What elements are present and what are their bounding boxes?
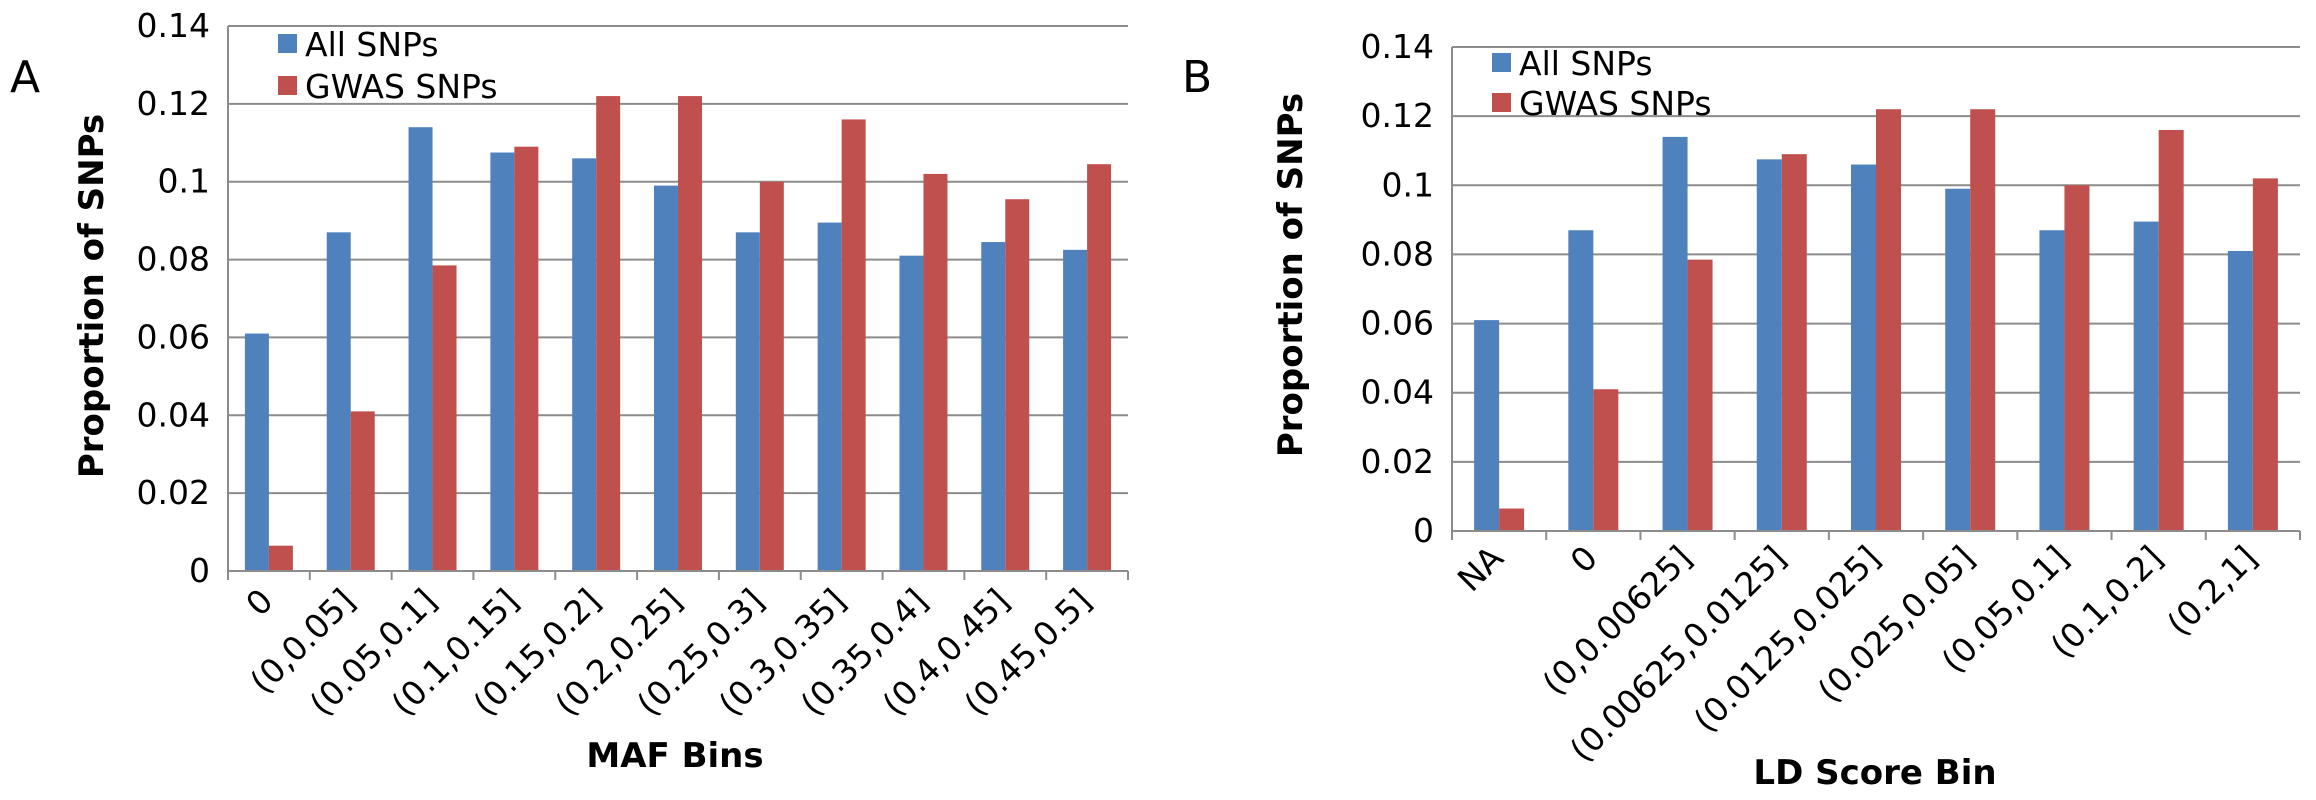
y-axis-title-b: Proportion of SNPs [1271,93,1311,457]
bar-all-snps [408,127,433,571]
y-tick-label: 0.1 [158,162,210,201]
panel-label-a: A [10,52,40,103]
bar-all-snps [1568,230,1594,531]
bar-all-snps [2039,230,2065,531]
bar-gwas-snps [514,146,539,571]
x-tick-label: 0 [238,581,280,623]
bar-all-snps [1945,188,1971,531]
x-axis-title-a: MAF Bins [586,736,763,776]
chart-panel-a: A 0 0.02 0.04 0.06 0.08 0.1 0.12 0.14 0(0,0.05]… [10,6,1129,776]
bar-all-snps [1756,159,1782,531]
panel-label-b: B [1182,52,1212,103]
bar-gwas-snps [678,96,702,572]
bar-all-snps [654,185,678,571]
y-tick-labels-b: 0 0.02 0.04 0.06 0.08 0.1 0.12 0.14 [1361,27,1434,550]
bar-gwas-snps [759,181,784,571]
legend-label-gwas-snps-a: GWAS SNPs [305,67,498,106]
y-tick-label: 0.12 [1361,96,1434,135]
y-tick-label: 0 [1413,511,1434,550]
bar-gwas-snps [2158,129,2184,531]
legend-a: All SNPs GWAS SNPs [278,25,498,106]
bar-all-snps [2133,221,2159,532]
bar-all-snps [735,232,760,572]
y-tick-label: 0.02 [137,473,210,512]
y-tick-label: 0.06 [1361,304,1434,343]
x-tick-label: NA [1450,538,1511,599]
bar-all-snps [2227,250,2253,531]
legend-label-all-snps-a: All SNPs [305,25,439,64]
y-tick-label: 0.04 [1361,373,1434,412]
y-tick-label: 0 [189,551,210,590]
bars-a [244,96,1112,572]
y-tick-label: 0.14 [137,6,210,45]
bar-gwas-snps [1087,164,1112,572]
x-tick-label: (0.2,1] [2159,538,2264,643]
x-tick-label: 0 [1563,538,1605,580]
y-tick-label: 0.14 [1361,27,1434,66]
bar-all-snps [1063,249,1088,571]
bar-gwas-snps [923,173,948,571]
bar-all-snps [326,232,351,572]
y-tick-label: 0.02 [1361,442,1434,481]
bar-all-snps [899,255,924,571]
y-tick-label: 0.1 [1382,165,1434,204]
bar-all-snps [1662,136,1688,531]
bar-gwas-snps [1970,109,1996,531]
bar-gwas-snps [2252,178,2278,531]
y-tick-label: 0.08 [1361,234,1434,273]
bars-b [1474,109,2278,532]
x-tick-labels-b: NA 0(0,0.00625](0.00625,0.0125](0.0125,0.… [1450,538,2265,770]
bar-gwas-snps [1499,508,1525,531]
y-axis-title-a: Proportion of SNPs [72,114,112,478]
bar-all-snps [817,222,842,571]
bar-gwas-snps [1005,199,1030,571]
bar-all-snps [244,333,269,571]
bar-gwas-snps [350,411,375,571]
bar-gwas-snps [596,96,621,572]
bar-gwas-snps [432,265,457,571]
axes-b [1451,47,2301,540]
bar-all-snps [981,242,1006,571]
bar-all-snps [1851,164,1876,532]
legend-swatch-gwas-snps-b [1492,93,1511,112]
bar-all-snps [1474,320,1500,531]
legend-swatch-all-snps-b [1492,53,1511,72]
legend-swatch-all-snps-a [278,34,297,53]
legend-swatch-gwas-snps-a [278,76,297,95]
bar-gwas-snps [268,545,293,571]
bar-all-snps [572,158,597,571]
legend-label-all-snps-b: All SNPs [1519,44,1653,83]
y-tick-label: 0.12 [137,84,210,123]
legend-label-gwas-snps-b: GWAS SNPs [1519,84,1712,123]
bar-gwas-snps [2064,185,2090,532]
bar-gwas-snps [841,119,866,571]
bar-gwas-snps [1687,259,1713,531]
legend-b: All SNPs GWAS SNPs [1492,44,1712,123]
y-tick-label: 0.08 [137,240,210,279]
y-tick-label: 0.06 [137,317,210,356]
x-axis-title-b: LD Score Bin [1753,753,1996,793]
x-tick-labels-a: 0(0,0.05](0.05,0.1](0.1,0.15](0.15,0.2](… [238,581,1099,723]
axes-a [227,26,1129,580]
bar-all-snps [490,152,515,571]
bar-gwas-snps [1876,109,1901,531]
y-tick-label: 0.04 [137,395,210,434]
bar-gwas-snps [1781,154,1807,531]
y-tick-labels-a: 0 0.02 0.04 0.06 0.08 0.1 0.12 0.14 [137,6,210,590]
chart-panel-b: B 00.020.040.060.080.10.120.14 NA 0(0,0.0… [1182,27,2301,793]
bar-gwas-snps [1593,389,1619,531]
